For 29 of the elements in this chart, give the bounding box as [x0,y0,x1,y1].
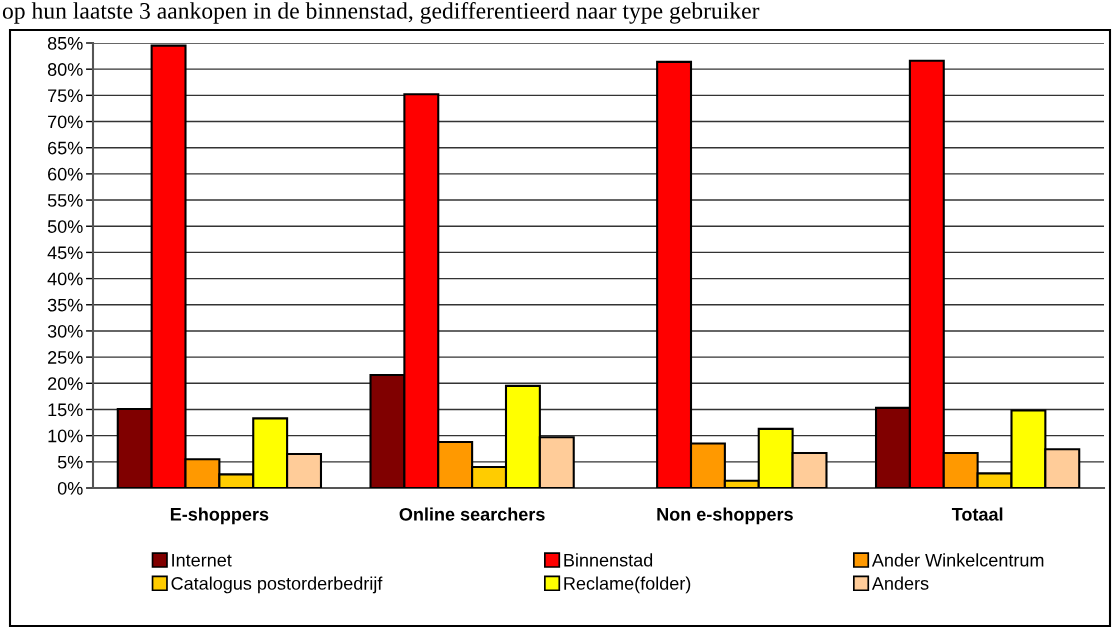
y-tick-label: 5% [57,455,83,469]
legend-label: Binnenstad [564,553,653,567]
y-tick-label: 80% [47,63,83,76]
x-tick-label: Totaal [951,507,1003,521]
y-tick-label: 65% [48,141,83,155]
y-tick-label: 20% [48,377,83,391]
legend-label: Reclame(folder) [564,576,691,594]
y-tick-label: 45% [47,246,83,260]
legend-label: Catalogus postorderbedrijf [171,576,383,594]
y-tick-label: 70% [48,115,83,129]
x-tick-label: Non e-shoppers [657,507,793,525]
y-tick-label: 40% [47,272,83,286]
y-tick-label: 55% [47,194,83,207]
y-tick-label: 60% [48,167,83,181]
y-tick-label: 75% [48,89,83,103]
y-tick-label: 85% [47,36,83,50]
y-tick-label: 25% [48,351,83,364]
chart-title: op hun laatste 3 aankopen in de binnenstad, gedifferentieerd naar type gebruiker [2,2,760,24]
y-tick-label: 35% [47,298,83,312]
x-tick-label: Online searchers [399,507,545,521]
y-tick-label: 30% [47,324,83,338]
y-tick-label: 15% [48,403,83,417]
y-tick-label: 0% [57,481,83,495]
y-tick-label: 50% [47,220,83,233]
legend-label: Ander Winkelcentrum [871,553,1044,567]
legend-label: Internet [172,553,232,567]
x-tick-label: E-shoppers [170,507,269,525]
y-tick-label: 10% [48,429,83,443]
legend-label: Anders [871,576,929,590]
